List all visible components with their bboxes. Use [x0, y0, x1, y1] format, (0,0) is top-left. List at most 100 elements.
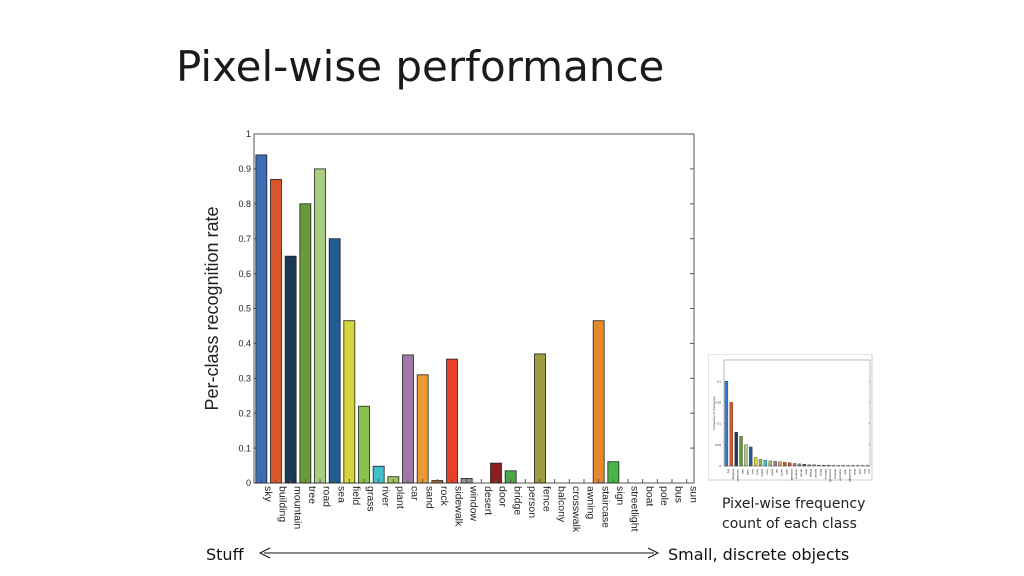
x-tick-label: building — [731, 469, 735, 480]
x-tick-label: awning — [834, 469, 838, 479]
x-tick-label: field — [756, 469, 760, 475]
x-tick-label: sidewalk — [453, 486, 465, 527]
x-tick-label: car — [409, 486, 421, 501]
y-tick-label: 0.3 — [238, 373, 251, 383]
bar-staircase — [592, 320, 605, 484]
x-tick-label: sign — [843, 469, 847, 475]
x-tick-label: rock — [438, 486, 450, 507]
bar-tree — [739, 436, 743, 467]
x-tick-label: sand — [780, 469, 784, 476]
x-tick-label: rock — [785, 469, 789, 475]
double-arrow-icon — [258, 547, 660, 559]
inset-caption-line: Pixel-wise frequency — [722, 496, 866, 512]
x-tick-label: river — [765, 469, 769, 475]
x-tick-label: river — [379, 486, 391, 507]
x-tick-label: grass — [761, 469, 765, 477]
x-tick-label: bridge — [511, 486, 523, 515]
plot-area — [253, 133, 695, 484]
y-tick-label: 0.2 — [717, 379, 722, 383]
bar-grass — [358, 405, 370, 484]
bar-sky — [724, 381, 729, 467]
x-tick-label: window — [467, 485, 479, 521]
y-tick-label: 0.6 — [238, 269, 251, 279]
x-tick-label: fence — [819, 469, 823, 477]
bar-sea — [749, 446, 753, 467]
x-tick-label: sky — [726, 469, 730, 474]
x-tick-label: mountain — [291, 486, 303, 529]
y-tick-label: 0 — [246, 478, 251, 488]
x-tick-label: crosswalk — [570, 486, 582, 532]
bar-building — [729, 402, 733, 467]
bar-building — [270, 178, 282, 484]
bar-field — [343, 320, 356, 484]
x-tick-label: car — [775, 469, 779, 473]
x-tick-label: tree — [741, 469, 745, 475]
x-tick-label: door — [497, 486, 509, 508]
bar-sidewalk — [446, 358, 458, 484]
x-tick-label: sidewalk — [790, 469, 794, 481]
x-tick-label: boat — [643, 486, 655, 507]
x-tick-label: bus — [673, 486, 685, 503]
x-tick-label: sun — [868, 469, 872, 474]
x-tick-label: balcony — [824, 469, 828, 480]
x-tick-label: mountain — [736, 469, 740, 482]
x-tick-label: boat — [853, 469, 857, 475]
x-tick-label: building — [277, 486, 289, 522]
y-tick-label: 0.1 — [717, 422, 722, 426]
bar-sea — [328, 238, 341, 484]
x-tick-label: balcony — [555, 486, 567, 523]
x-tick-label: sky — [262, 486, 274, 503]
y-tick-label: 0.9 — [238, 164, 251, 174]
bar-sky — [255, 154, 268, 484]
x-tick-label: sea — [751, 469, 755, 474]
x-tick-label: grass — [365, 486, 377, 512]
x-tick-label: awning — [585, 486, 597, 519]
bar-car — [402, 354, 414, 484]
stuff-label: Stuff — [206, 545, 244, 564]
bar-tree — [299, 203, 312, 484]
bar-mountain — [734, 431, 738, 467]
y-tick-label: 0.2 — [238, 408, 251, 418]
y-tick-label: 0.8 — [238, 199, 251, 209]
inset-caption: Pixel-wise frequency count of each class — [722, 494, 865, 534]
x-tick-label: sand — [423, 486, 435, 509]
y-tick-label: 0.5 — [238, 304, 251, 314]
bar-sand — [416, 374, 429, 484]
plot-area — [723, 359, 871, 467]
x-tick-label: streetlight — [629, 486, 641, 532]
x-tick-label: road — [321, 486, 333, 507]
y-tick-label: 0.15 — [715, 400, 721, 404]
x-tick-label: fence — [541, 486, 553, 512]
y-tick-label: 1 — [246, 129, 251, 139]
bar-mountain — [284, 255, 297, 484]
x-tick-label: staircase — [838, 469, 842, 481]
x-tick-label: streetlight — [848, 469, 852, 482]
x-tick-label: plant — [770, 469, 774, 476]
x-tick-label: crosswalk — [829, 469, 833, 482]
bar-fence — [534, 353, 546, 484]
y-tick-label: 0.1 — [238, 443, 251, 453]
x-tick-label: bridge — [809, 469, 813, 478]
bar-road — [744, 444, 748, 467]
x-tick-label: plant — [394, 486, 406, 509]
x-tick-label: bus — [863, 469, 867, 474]
y-tick-label: 0.7 — [238, 234, 251, 244]
x-tick-label: pole — [858, 469, 862, 475]
y-tick-label: 0.05 — [715, 443, 721, 447]
x-tick-label: pole — [658, 486, 670, 506]
recognition-rate-chart: 0 0.1 0.2 0.3 0.4 0.5 0.6 0.7 0.8 0.9 1 sky building… — [202, 129, 699, 532]
inset-caption-line: count of each class — [722, 516, 857, 532]
y-tick-label: 0 — [719, 464, 721, 468]
x-tick-label: sun — [687, 486, 699, 503]
x-tick-label: tree — [306, 486, 318, 504]
x-tick-label: road — [746, 469, 750, 475]
x-tick-label: field — [350, 486, 362, 505]
x-tick-label: desert — [799, 469, 803, 478]
bar-road — [314, 168, 326, 484]
small-objects-label: Small, discrete objects — [668, 545, 850, 564]
x-tick-label: desert — [482, 486, 494, 515]
slide-title: Pixel-wise performance — [176, 42, 665, 91]
x-tick-label: person — [526, 486, 538, 518]
x-tick-label: person — [814, 469, 818, 479]
